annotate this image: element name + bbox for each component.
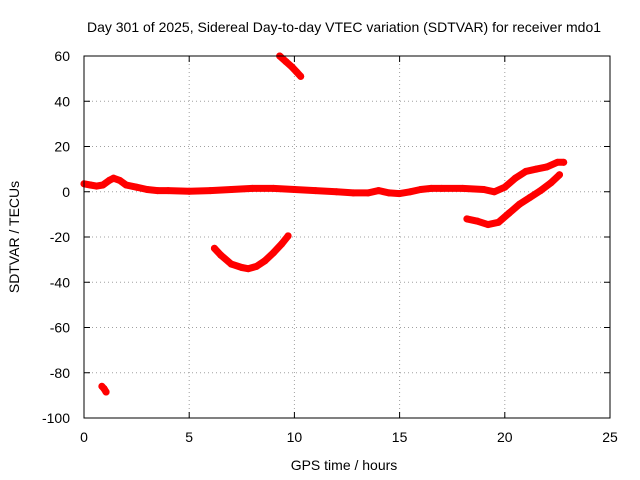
data-point [385, 189, 393, 197]
data-point [133, 183, 141, 191]
series-main-trace [80, 158, 568, 198]
data-point [154, 187, 162, 195]
series-top-arc [276, 52, 305, 80]
x-axis-label: GPS time / hours [291, 457, 398, 473]
data-point [284, 232, 292, 240]
data-point [526, 193, 534, 201]
data-point [261, 257, 269, 265]
x-tick-label: 25 [602, 429, 618, 445]
data-point [427, 184, 435, 192]
series-line-rising-tail [463, 171, 563, 229]
x-tick-label: 5 [185, 429, 193, 445]
data-point [459, 184, 467, 192]
x-tick-label: 10 [287, 429, 303, 445]
y-tick-label: 40 [54, 93, 70, 109]
x-tick-label: 20 [497, 429, 513, 445]
y-tick-label: -60 [50, 320, 70, 336]
data-point [396, 190, 404, 198]
data-point [290, 185, 298, 193]
data-point [227, 260, 235, 268]
y-tick-label: -40 [50, 274, 70, 290]
y-tick-label: -80 [50, 365, 70, 381]
data-point [505, 209, 513, 217]
data-point [143, 185, 151, 193]
y-tick-label: 60 [54, 48, 70, 64]
data-point [417, 185, 425, 193]
data-point [102, 388, 110, 396]
data-point [253, 262, 261, 270]
data-point [93, 182, 101, 190]
x-tick-label: 0 [80, 429, 88, 445]
data-point [553, 158, 561, 166]
data-point [511, 174, 519, 182]
y-tick-label: 20 [54, 139, 70, 155]
y-axis-label: SDTVAR / TECUs [6, 181, 22, 293]
data-point [560, 158, 568, 166]
data-point [375, 187, 383, 195]
data-point [248, 184, 256, 192]
data-point [463, 215, 471, 223]
data-point [278, 240, 286, 248]
ticks: 0 5 10 15 20 25 -100 -80 -60 -40 -20 0 20 40 60 [42, 48, 618, 445]
data-point [269, 249, 277, 257]
data-point [537, 187, 545, 195]
data-point [311, 187, 319, 195]
data-point [164, 187, 172, 195]
data-point [332, 188, 340, 196]
series-layer [80, 52, 568, 396]
data-point [238, 264, 246, 272]
series-low-fragment [98, 382, 110, 396]
data-point [210, 244, 218, 252]
data-point [501, 183, 509, 191]
data-point [217, 251, 225, 259]
y-tick-label: -100 [42, 410, 70, 426]
data-point [206, 187, 214, 195]
data-point [282, 58, 290, 66]
series-rising-tail [463, 171, 564, 229]
data-point [185, 187, 193, 195]
data-point [227, 185, 235, 193]
data-point [480, 185, 488, 193]
data-point [438, 184, 446, 192]
y-tick-label: 0 [62, 184, 70, 200]
data-point [349, 189, 357, 197]
x-tick-label: 15 [392, 429, 408, 445]
data-point [484, 221, 492, 229]
data-point [293, 68, 301, 76]
chart-title: Day 301 of 2025, Sidereal Day-to-day VTE… [87, 19, 601, 35]
series-bottom-dip [210, 232, 292, 273]
data-point [490, 188, 498, 196]
data-point [288, 63, 296, 71]
data-point [116, 176, 124, 184]
data-point [297, 72, 305, 80]
data-point [543, 163, 551, 171]
data-point [473, 217, 481, 225]
data-point [532, 165, 540, 173]
series-line-bottom-dip [210, 232, 292, 273]
data-point [99, 181, 107, 189]
data-point [269, 184, 277, 192]
data-point [556, 171, 564, 179]
data-point [86, 181, 94, 189]
data-point [547, 179, 555, 187]
data-point [122, 181, 130, 189]
data-point [109, 174, 117, 182]
grid [84, 56, 610, 418]
data-point [494, 218, 502, 226]
y-tick-label: -20 [50, 229, 70, 245]
data-point [244, 265, 252, 273]
data-point [522, 167, 530, 175]
data-point [406, 188, 414, 196]
data-point [516, 200, 524, 208]
data-point [364, 189, 372, 197]
